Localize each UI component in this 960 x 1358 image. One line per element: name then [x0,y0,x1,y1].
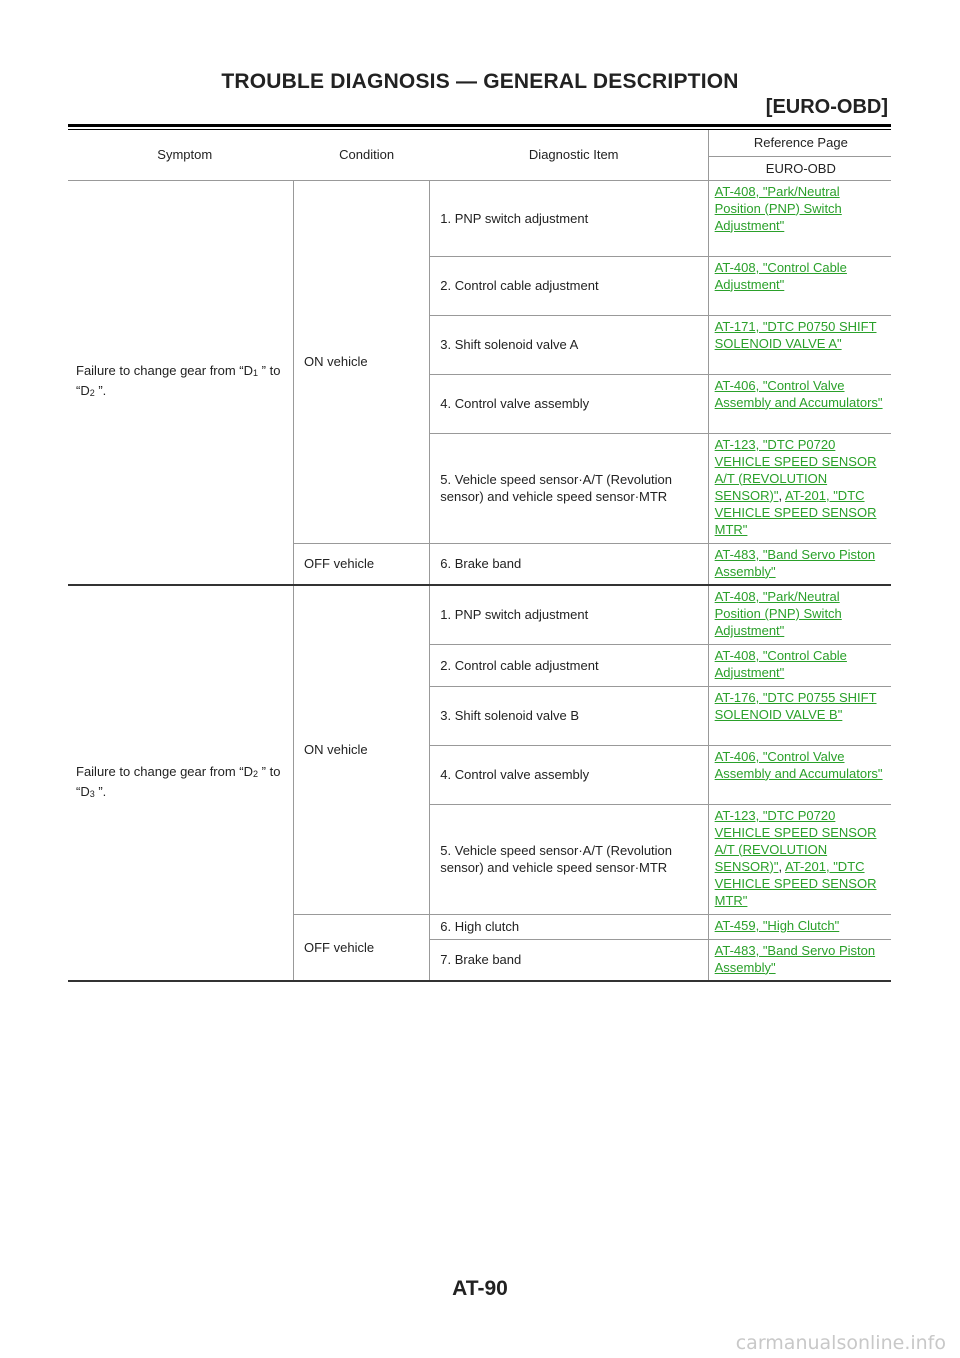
reference-link[interactable]: AT-176, "DTC P0755 SHIFT SOLENOID VALVE … [714,689,877,722]
section-label: [EURO-OBD] [765,96,888,118]
table-row: Failure to change gear from “D1 ” to “D2… [68,179,891,586]
page-title: TROUBLE DIAGNOSIS — GENERAL DESCRIPTION [221,70,739,93]
reference-link[interactable]: AT-201, "DTC VEHICLE SPEED SENSOR MTR" [714,487,877,537]
table-header-row: Symptom Condition Diagnostic Item Refere… [68,130,891,162]
diagnostic-item: 6. Brake band [429,542,709,586]
table-row: OFF vehicle 6. Brake band AT-483, "Band … [68,542,891,586]
reference-link[interactable]: AT-483, "Band Servo Piston Assembly" [714,546,876,579]
table-row: 7. Brake band AT-483, "Band Servo Piston… [68,938,891,982]
header-euro-obd: EURO-OBD [707,155,891,180]
table-row: 4. Control valve assembly AT-406, "Contr… [68,744,891,804]
watermark: carmanualsonline.info [735,1332,946,1354]
diagnostic-item: 6. High clutch [429,913,709,939]
table-row: 5. Vehicle speed sensor·A/T (Revolution … [68,803,891,914]
reference-link[interactable]: AT-406, "Control Valve Assembly and Accu… [714,377,883,410]
reference-link[interactable]: AT-483, "Band Servo Piston Assembly" [714,942,876,975]
diagnostic-item: 2. Control cable adjustment [429,643,709,686]
reference-link[interactable]: AT-123, "DTC P0720 VEHICLE SPEED SENSOR … [714,436,877,503]
table-row: 2. Control cable adjustment AT-408, "Con… [68,255,891,315]
table-row: 3. Shift solenoid valve B AT-176, "DTC P… [68,685,891,745]
header-symptom: Symptom [157,147,213,163]
reference-link[interactable]: AT-459, "High Clutch" [714,917,840,933]
diagnostic-item: 2. Control cable adjustment [429,255,709,315]
table-row: 2. Control cable adjustment AT-408, "Con… [68,643,891,686]
header-rule [68,124,891,127]
page-number: AT-90 [452,1277,508,1300]
condition-cell: ON vehicle [292,585,430,914]
diagnostic-item: 4. Control valve assembly [429,373,709,433]
diagnostic-item: 5. Vehicle speed sensor·A/T (Revolution … [429,432,709,543]
reference-link[interactable]: AT-123, "DTC P0720 VEHICLE SPEED SENSOR … [714,807,877,874]
reference-link[interactable]: AT-408, "Park/Neutral Position (PNP) Swi… [714,589,842,638]
table-row: 4. Control valve assembly AT-406, "Contr… [68,373,891,433]
reference-link[interactable]: AT-406, "Control Valve Assembly and Accu… [714,748,883,781]
diagnostic-item: 1. PNP switch adjustment [429,179,709,256]
table-row: 5. Vehicle speed sensor·A/T (Revolution … [68,432,891,543]
symptom-cell: Failure to change gear from “D1 ” to “D2… [68,179,294,586]
reference-link[interactable]: AT-408, "Park/Neutral Position (PNP) Swi… [714,183,842,233]
header-condition: Condition [339,147,395,163]
diagnostic-item: 4. Control valve assembly [429,744,709,804]
table-row: OFF vehicle 6. High clutch AT-459, "High… [68,913,891,982]
diagnostic-item: 3. Shift solenoid valve A [429,314,709,374]
condition-cell: OFF vehicle [292,542,430,586]
diagnostic-item: 3. Shift solenoid valve B [429,685,709,745]
diagnostic-item: 5. Vehicle speed sensor·A/T (Revolution … [429,803,709,914]
reference-link[interactable]: AT-408, "Control Cable Adjustment" [714,647,847,680]
condition-cell: OFF vehicle [292,913,430,982]
header-rule-thin [68,129,891,130]
diagnosis-table: Symptom Condition Diagnostic Item Refere… [68,130,891,982]
header-diagnostic-item: Diagnostic Item [528,147,619,163]
header-reference-page: Reference Page [707,130,891,156]
diagnostic-item: 1. PNP switch adjustment [429,585,709,644]
reference-link[interactable]: AT-201, "DTC VEHICLE SPEED SENSOR MTR" [714,858,877,908]
symptom-cell: Failure to change gear from “D2 ” to “D3… [68,585,294,982]
diagnostic-item: 7. Brake band [429,938,709,982]
table-header-row-sub: EURO-OBD [68,155,891,180]
condition-cell: ON vehicle [292,179,430,543]
reference-link[interactable]: AT-171, "DTC P0750 SHIFT SOLENOID VALVE … [714,318,877,351]
reference-link[interactable]: AT-408, "Control Cable Adjustment" [714,259,847,292]
table-row: 3. Shift solenoid valve A AT-171, "DTC P… [68,314,891,374]
table-row: Failure to change gear from “D2 ” to “D3… [68,585,891,982]
